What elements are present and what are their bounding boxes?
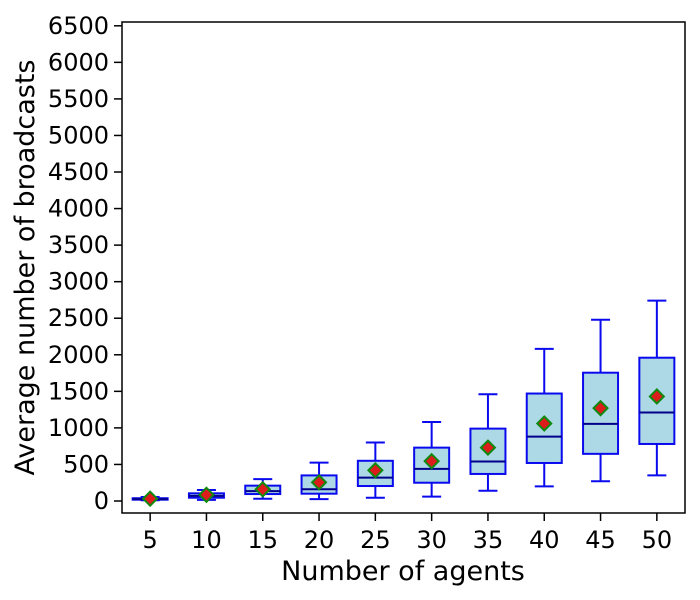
- mean-marker: [366, 461, 384, 479]
- y-tick-label: 1000: [48, 414, 109, 442]
- box-group-35: [469, 393, 507, 492]
- x-tick-label: 35: [473, 526, 504, 554]
- y-tick-label: 2500: [48, 304, 109, 332]
- y-axis: 0 500 1000 1500 2000 2500 3000 3500 4000 4500 5000…: [48, 12, 122, 515]
- y-tick-label: 4000: [48, 195, 109, 223]
- mean-marker: [254, 480, 272, 498]
- mean-marker: [141, 490, 159, 508]
- y-tick-label: 0: [94, 487, 109, 515]
- y-tick-label: 3500: [48, 231, 109, 259]
- y-tick-label: 5000: [48, 121, 109, 149]
- x-tick-label: 25: [360, 526, 391, 554]
- y-axis-label: Average number of broadcasts: [10, 60, 41, 476]
- y-tick-label: 5500: [48, 85, 109, 113]
- x-axis-label: Number of agents: [281, 556, 525, 587]
- box-group-20: [300, 461, 338, 501]
- x-tick-label: 20: [304, 526, 335, 554]
- x-tick-label: 10: [191, 526, 222, 554]
- box-group-10: [187, 486, 225, 504]
- axes-frame: [121, 21, 686, 514]
- box-group-30: [413, 421, 451, 498]
- x-tick-label: 45: [585, 526, 616, 554]
- x-tick-label: 50: [642, 526, 673, 554]
- x-tick-label: 15: [247, 526, 278, 554]
- mean-marker: [423, 452, 441, 470]
- y-tick-label: 1500: [48, 377, 109, 405]
- plot-area: 0 500 1000 1500 2000 2500 3000 3500 4000 4500 5000…: [48, 12, 686, 554]
- box-group-15: [244, 478, 282, 500]
- y-tick-label: 6500: [48, 12, 109, 40]
- x-tick-label: 30: [416, 526, 447, 554]
- box-group-45: [582, 318, 620, 483]
- x-tick-label: 5: [143, 526, 158, 554]
- mean-marker: [479, 439, 497, 457]
- mean-marker: [198, 486, 215, 504]
- mean-marker: [535, 415, 553, 432]
- mean-marker: [592, 399, 609, 417]
- box-group-25: [356, 441, 394, 499]
- box-group-5: [131, 490, 169, 508]
- mean-marker: [310, 473, 328, 491]
- box-group-40: [525, 347, 563, 488]
- y-tick-label: 2000: [48, 341, 109, 369]
- x-axis: 5 10 15 20 25 30 35 40 45 50: [143, 513, 673, 554]
- y-tick-label: 500: [63, 450, 109, 478]
- y-tick-label: 3000: [48, 268, 109, 296]
- y-tick-label: 6000: [48, 48, 109, 76]
- box-group-50: [638, 299, 676, 477]
- x-tick-label: 40: [529, 526, 560, 554]
- y-tick-label: 4500: [48, 158, 109, 186]
- mean-marker: [648, 388, 666, 405]
